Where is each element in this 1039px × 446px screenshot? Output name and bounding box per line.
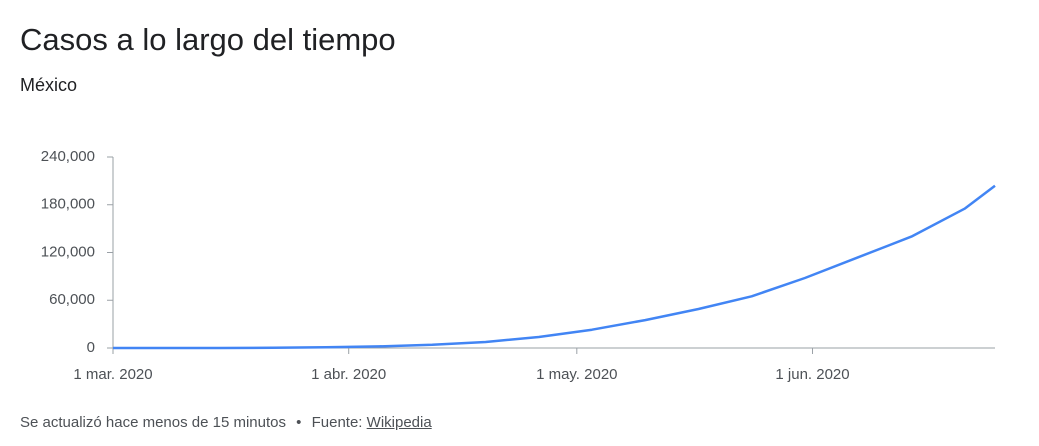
- footer: Se actualizó hace menos de 15 minutos • …: [20, 414, 432, 431]
- y-tick-label: 60,000: [49, 291, 95, 308]
- data-line: [113, 184, 996, 350]
- x-tick-label: 1 jun. 2020: [775, 366, 849, 383]
- x-tick-label: 1 may. 2020: [536, 366, 617, 383]
- source-label: Fuente:: [311, 414, 363, 431]
- separator: •: [296, 414, 302, 431]
- x-tick-label: 1 mar. 2020: [73, 366, 152, 383]
- y-tick-label: 0: [87, 339, 95, 356]
- chart: Casos a lo largo del tiempo México 0 60,0…: [20, 22, 996, 383]
- y-tick-label: 120,000: [41, 243, 95, 260]
- chart-subtitle: México: [20, 75, 77, 95]
- updated-text: Se actualizó hace menos de 15 minutos: [20, 414, 286, 431]
- y-tick-label: 240,000: [41, 148, 95, 165]
- x-tick-label: 1 abr. 2020: [311, 366, 386, 383]
- source-link[interactable]: Wikipedia: [366, 414, 432, 431]
- y-tick-label: 180,000: [41, 196, 95, 213]
- chart-title: Casos a lo largo del tiempo: [20, 22, 396, 57]
